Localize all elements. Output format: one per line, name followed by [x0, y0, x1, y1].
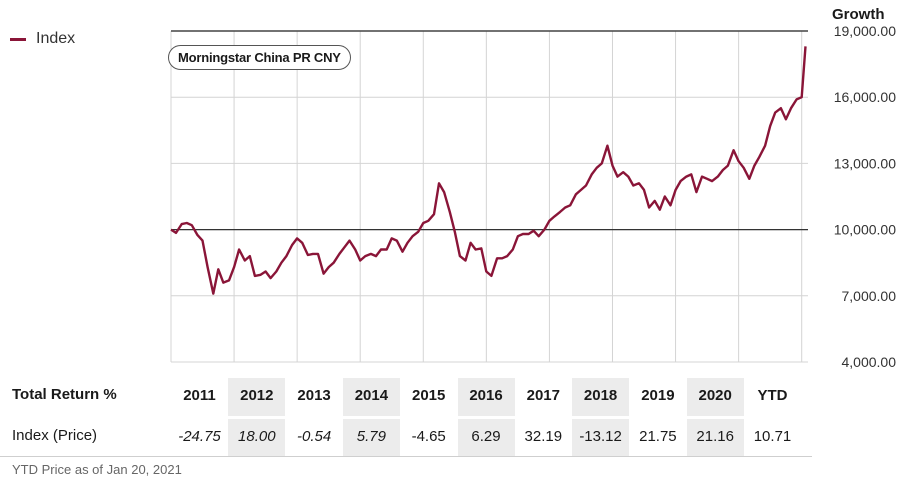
year-header: 2012 [228, 378, 286, 416]
return-value: -4.65 [411, 428, 446, 445]
year-header: 2020 [686, 378, 744, 416]
return-value: -0.54 [296, 428, 332, 445]
y-tick-label: 4,000.00 [842, 354, 897, 370]
year-header: 2016 [457, 378, 515, 416]
index-series-line [170, 46, 807, 295]
footnote: YTD Price as of Jan 20, 2021 [12, 462, 182, 477]
growth-axis-title: Growth [832, 6, 885, 23]
legend-label: Index [36, 30, 76, 47]
return-value: 18.00 [228, 419, 286, 457]
y-tick-label: 7,000.00 [842, 288, 897, 304]
y-tick-label: 13,000.00 [834, 155, 896, 171]
year-header: 2017 [526, 387, 560, 404]
legend: Index [10, 30, 75, 48]
year-header: YTD [757, 387, 788, 404]
year-header: 2015 [412, 387, 446, 404]
year-header: 2018 [572, 378, 630, 416]
y-tick-label: 16,000.00 [834, 89, 896, 105]
return-value: -24.75 [178, 428, 221, 445]
return-value: 32.19 [524, 428, 563, 445]
legend-swatch [10, 37, 26, 41]
return-value: -13.12 [572, 419, 630, 457]
return-value: 5.79 [342, 419, 400, 457]
y-axis-ticks: 4,000.00 7,000.00 10,000.00 13,000.00 16,000… [834, 23, 897, 370]
divider [0, 456, 812, 457]
y-tick-label: 10,000.00 [834, 222, 896, 238]
return-value: 21.75 [639, 428, 677, 445]
index-name-badge: Morningstar China PR CNY [168, 45, 351, 70]
year-header: 2013 [297, 387, 331, 404]
chart-grid [170, 30, 808, 363]
year-header: 2011 [183, 387, 216, 404]
return-value: 21.16 [686, 419, 744, 457]
return-value: 10.71 [753, 428, 792, 445]
y-tick-label: 19,000.00 [834, 23, 896, 39]
growth-chart: 4,000.00 7,000.00 10,000.00 13,000.00 16,000… [170, 23, 897, 370]
total-return-header: Total Return % [12, 386, 117, 403]
year-header: 2019 [641, 387, 675, 404]
index-price-label: Index (Price) [12, 427, 98, 444]
year-header: 2014 [342, 378, 400, 416]
return-value: 6.29 [457, 419, 515, 457]
